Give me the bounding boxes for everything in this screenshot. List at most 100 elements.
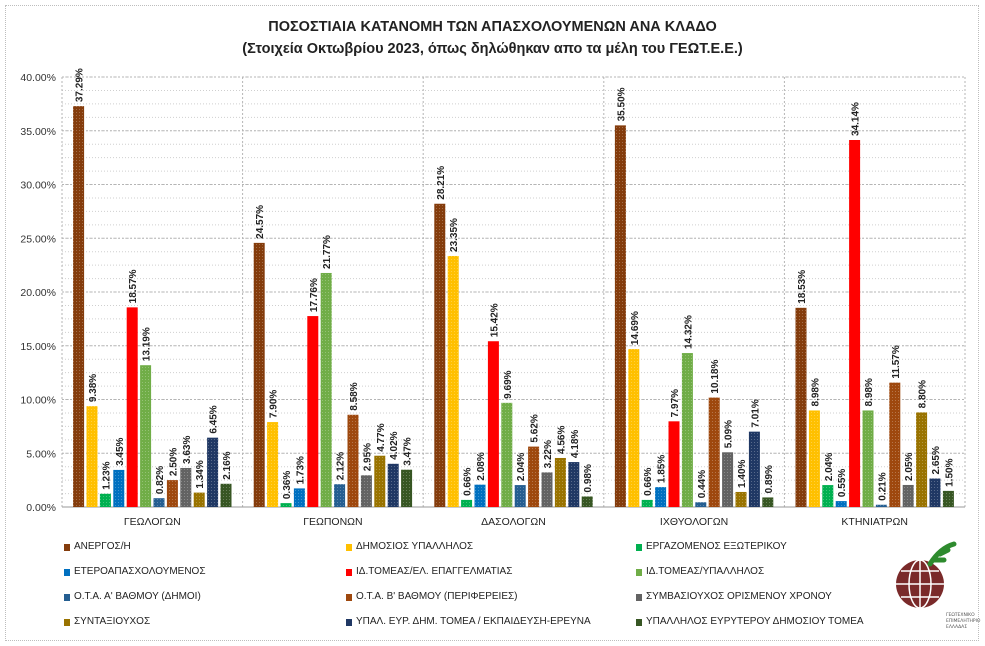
bar-11 <box>387 463 399 507</box>
data-label: 15.42% <box>489 303 500 337</box>
legend-swatch <box>346 593 352 601</box>
bar-3 <box>641 499 653 507</box>
legend-label: ΙΔ.ΤΟΜΕΑΣ/ΕΛ. ΕΠΑΓΓΕΛΜΑΤΙΑΣ <box>356 566 513 577</box>
data-label: 2.08% <box>476 452 487 480</box>
bar-3 <box>99 493 111 507</box>
svg-text:ΓΕΩΤΕΧΝΙΚΟ: ΓΕΩΤΕΧΝΙΚΟ <box>946 612 975 618</box>
bar-7 <box>514 485 526 507</box>
data-label: 11.57% <box>891 345 902 378</box>
data-label: 8.58% <box>349 382 360 410</box>
data-label: 3.22% <box>543 440 554 468</box>
bar-1 <box>253 242 265 507</box>
y-tick-label: 40.00% <box>20 72 56 84</box>
bar-2 <box>808 410 820 507</box>
legend-label: ΕΤΕΡΟΑΠΑΣΧΟΛΟΥΜΕΝΟΣ <box>74 566 206 577</box>
data-label: 10.18% <box>710 360 721 394</box>
data-label: 23.35% <box>449 218 460 252</box>
legend-label: Ο.Τ.Α. Α' ΒΑΘΜΟΥ (ΔΗΜΟΙ) <box>74 591 201 602</box>
legend-label: ΕΡΓΑΖΟΜΕΝΟΣ ΕΞΩΤΕΡΙΚΟΥ <box>646 541 787 552</box>
legend-item: ΥΠΑΛΛΗΛΟΣ ΕΥΡΥΤΕΡΟΥ ΔΗΜΟΣΙΟΥ ΤΟΜΕΑ <box>636 616 864 628</box>
data-label: 35.50% <box>616 87 627 121</box>
data-label: 9.38% <box>88 374 99 402</box>
data-label: 2.12% <box>336 452 347 480</box>
bar-9 <box>722 452 734 507</box>
y-tick-label: 30.00% <box>20 180 56 192</box>
legend-label: ΥΠΑΛΛΗΛΟΣ ΕΥΡΥΤΕΡΟΥ ΔΗΜΟΣΙΟΥ ΤΟΜΕΑ <box>646 616 864 627</box>
svg-text:ΕΛΛΑΔΑΣ: ΕΛΛΑΔΑΣ <box>946 624 967 630</box>
legend-label: ΔΗΜΟΣΙΟΣ ΥΠΑΛΛΗΛΟΣ <box>356 541 474 552</box>
bar-4 <box>293 488 305 507</box>
data-label: 0.44% <box>697 470 708 498</box>
bar-2 <box>86 406 98 507</box>
legend-label: Ο.Τ.Α. Β' ΒΑΘΜΟΥ (ΠΕΡΙΦΕΡΕΙΕΣ) <box>356 591 518 602</box>
data-label: 21.77% <box>322 235 333 269</box>
bar-8 <box>528 446 540 507</box>
bar-6 <box>501 402 513 507</box>
legend-swatch <box>64 593 70 601</box>
bar-1 <box>73 106 85 507</box>
bar-8 <box>347 414 359 507</box>
data-label: 7.90% <box>269 390 280 418</box>
bar-8 <box>166 480 178 507</box>
bar-6 <box>862 410 874 507</box>
legend-item: ΕΤΕΡΟΑΠΑΣΧΟΛΟΥΜΕΝΟΣ <box>64 566 206 578</box>
legend-item: ΑΝΕΡΓΟΣ/Η <box>64 541 131 553</box>
data-label: 2.04% <box>824 453 835 481</box>
data-label: 4.77% <box>376 423 387 451</box>
y-tick-label: 0.00% <box>26 502 56 514</box>
bar-6 <box>320 272 332 507</box>
bar-5 <box>668 421 680 507</box>
bar-2 <box>447 255 459 507</box>
legend-item: ΙΔ.ΤΟΜΕΑΣ/ΕΛ. ΕΠΑΓΓΕΛΜΑΤΙΑΣ <box>346 566 512 578</box>
data-label: 18.57% <box>128 269 139 303</box>
category-label: ΓΕΩΛΟΓΩΝ <box>124 516 181 528</box>
category-label: ΚΤΗΝΙΑΤΡΩΝ <box>841 516 908 528</box>
bar-10 <box>193 492 205 507</box>
y-tick-label: 5.00% <box>26 448 56 460</box>
legend-label: ΣΥΜΒΑΣΙΟΥΧΟΣ ΟΡΙΣΜΕΝΟΥ ΧΡΟΝΟΥ <box>646 591 832 602</box>
data-label: 1.50% <box>944 458 955 486</box>
y-tick-label: 10.00% <box>20 395 56 407</box>
bar-7 <box>875 504 887 507</box>
legend-label: ΑΝΕΡΓΟΣ/Η <box>74 541 131 552</box>
data-label: 7.97% <box>670 389 681 417</box>
legend-swatch <box>636 593 642 601</box>
y-tick-label: 15.00% <box>20 341 56 353</box>
chart-title: ΠΟΣΟΣΤΙΑΙΑ ΚΑΤΑΝΟΜΗ ΤΩΝ ΑΠΑΣΧΟΛΟΥΜΕΝΩΝ Α… <box>268 19 717 35</box>
legend-item: ΕΡΓΑΖΟΜΕΝΟΣ ΕΞΩΤΕΡΙΚΟΥ <box>636 541 787 553</box>
bar-10 <box>735 491 747 507</box>
data-label: 5.62% <box>530 414 541 442</box>
data-label: 3.47% <box>403 437 414 465</box>
data-label: 4.18% <box>570 430 581 458</box>
bar-4 <box>113 469 125 507</box>
data-label: 0.98% <box>583 464 594 492</box>
data-label: 4.02% <box>389 431 400 459</box>
data-label: 0.55% <box>837 469 848 497</box>
bar-7 <box>153 498 165 507</box>
data-label: 24.57% <box>255 205 266 239</box>
data-label: 14.32% <box>683 315 694 349</box>
bar-11 <box>568 462 580 507</box>
bar-9 <box>902 484 914 507</box>
data-label: 9.69% <box>503 370 514 398</box>
bar-2 <box>628 349 640 507</box>
legend-item: Ο.Τ.Α. Α' ΒΑΘΜΟΥ (ΔΗΜΟΙ) <box>64 591 201 603</box>
legend-swatch <box>636 568 642 576</box>
bar-10 <box>374 455 386 507</box>
legend-swatch <box>636 543 642 551</box>
bar-4 <box>474 484 486 507</box>
data-label: 18.53% <box>797 270 808 304</box>
legend-label: ΙΔ.ΤΟΜΕΑΣ/ΥΠΑΛΛΗΛΟΣ <box>646 566 765 577</box>
bar-12 <box>581 496 593 507</box>
data-label: 1.40% <box>737 459 748 487</box>
data-label: 2.95% <box>362 443 373 471</box>
legend-item: ΔΗΜΟΣΙΟΣ ΥΠΑΛΛΗΛΟΣ <box>346 541 473 553</box>
legend-swatch <box>346 543 352 551</box>
bar-5 <box>307 316 319 507</box>
chart-frame <box>5 5 979 641</box>
legend-item: ΥΠΑΛ. ΕΥΡ. ΔΗΜ. ΤΟΜΕΑ / ΕΚΠΑΙΔΕΥΣΗ-ΕΡΕΥΝ… <box>346 616 591 628</box>
data-label: 17.76% <box>309 278 320 312</box>
bar-12 <box>762 497 774 507</box>
data-label: 0.66% <box>643 467 654 495</box>
